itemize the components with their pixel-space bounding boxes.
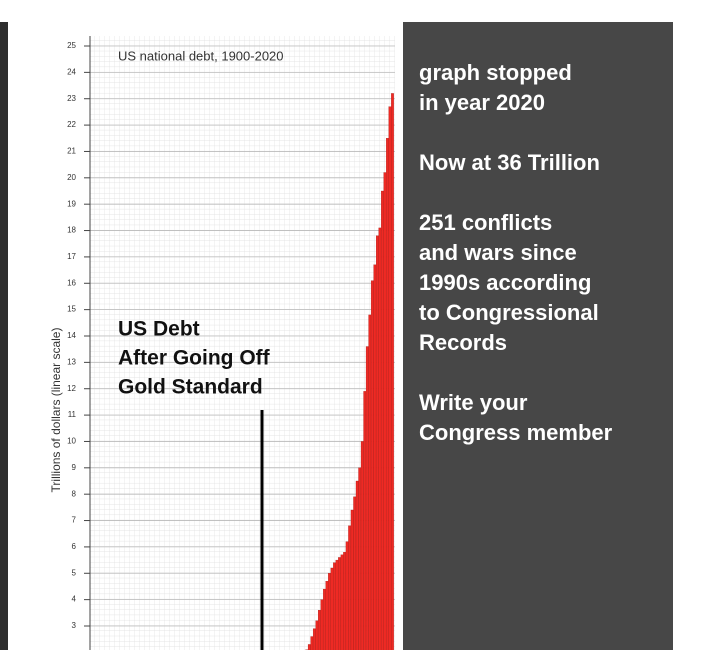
y-tick-label: 14 (67, 331, 76, 340)
panel-text: 1990s according (419, 270, 591, 295)
bar (310, 636, 314, 650)
bar (320, 599, 324, 650)
y-tick-label: 21 (67, 147, 76, 156)
bar (312, 628, 316, 650)
y-tick-label: 8 (72, 489, 77, 498)
y-tick-label: 11 (68, 410, 77, 419)
y-tick-label: 4 (72, 595, 77, 604)
y-tick-label: 24 (67, 67, 76, 76)
bar (365, 346, 369, 650)
left-strip (0, 22, 8, 650)
bar (328, 573, 331, 650)
panel-text: graph stopped (419, 60, 572, 85)
bar (378, 227, 382, 650)
bar (353, 496, 357, 650)
bar (323, 588, 326, 650)
y-tick-label: 19 (67, 199, 76, 208)
y-tick-label: 18 (67, 226, 76, 235)
y-axis-label: Trillions of dollars (linear scale) (49, 328, 63, 493)
bar (363, 391, 367, 650)
panel-text: in year 2020 (419, 90, 545, 115)
bar (355, 480, 359, 650)
bar (350, 509, 354, 650)
bar (383, 172, 387, 650)
bar (345, 541, 349, 650)
panel-text: and wars since (419, 240, 577, 265)
bar (388, 106, 392, 650)
bar (358, 467, 362, 650)
bar (386, 138, 389, 650)
panel-text: Write your (419, 390, 528, 415)
y-tick-label: 12 (67, 384, 76, 393)
panel-text: Congress member (419, 420, 613, 445)
y-tick-label: 20 (67, 173, 76, 182)
y-tick-label: 22 (67, 120, 76, 129)
bar (360, 441, 364, 650)
y-tick-label: 13 (67, 357, 76, 366)
bar (381, 190, 384, 650)
bar (338, 557, 341, 650)
bar (315, 620, 319, 650)
annotation: After Going Off (118, 347, 271, 370)
y-tick-label: 6 (72, 542, 77, 551)
bar (325, 581, 329, 650)
bar (340, 554, 344, 650)
y-tick-label: 10 (67, 437, 76, 446)
panel-text: to Congressional (419, 300, 599, 325)
bar (370, 280, 374, 650)
y-tick-label: 25 (67, 41, 76, 50)
y-tick-label: 16 (67, 278, 76, 287)
bar (335, 559, 339, 650)
y-tick-label: 15 (67, 305, 76, 314)
bar (376, 235, 379, 650)
bar (343, 552, 346, 650)
bar (348, 525, 351, 650)
annotation: US Debt (118, 318, 200, 341)
chart-title: US national debt, 1900-2020 (118, 48, 284, 63)
y-tick-label: 9 (72, 463, 77, 472)
panel-text: Now at 36 Trillion (419, 150, 600, 175)
text-panel (403, 22, 673, 650)
plot (90, 45, 395, 650)
bar (333, 562, 336, 650)
panel-text: Records (419, 330, 507, 355)
bar (330, 567, 334, 650)
minor-grid (90, 36, 395, 650)
y-tick-label: 3 (72, 621, 77, 630)
y-tick-label: 5 (72, 568, 77, 577)
annotation: Gold Standard (118, 376, 263, 399)
bar (318, 610, 321, 650)
bar (307, 644, 311, 650)
bar (373, 264, 377, 650)
bar (368, 314, 372, 650)
y-tick-label: 17 (67, 252, 76, 261)
bar (391, 93, 394, 650)
panel-text: 251 conflicts (419, 210, 552, 235)
y-tick-label: 7 (72, 516, 77, 525)
y-tick-label: 23 (67, 94, 76, 103)
